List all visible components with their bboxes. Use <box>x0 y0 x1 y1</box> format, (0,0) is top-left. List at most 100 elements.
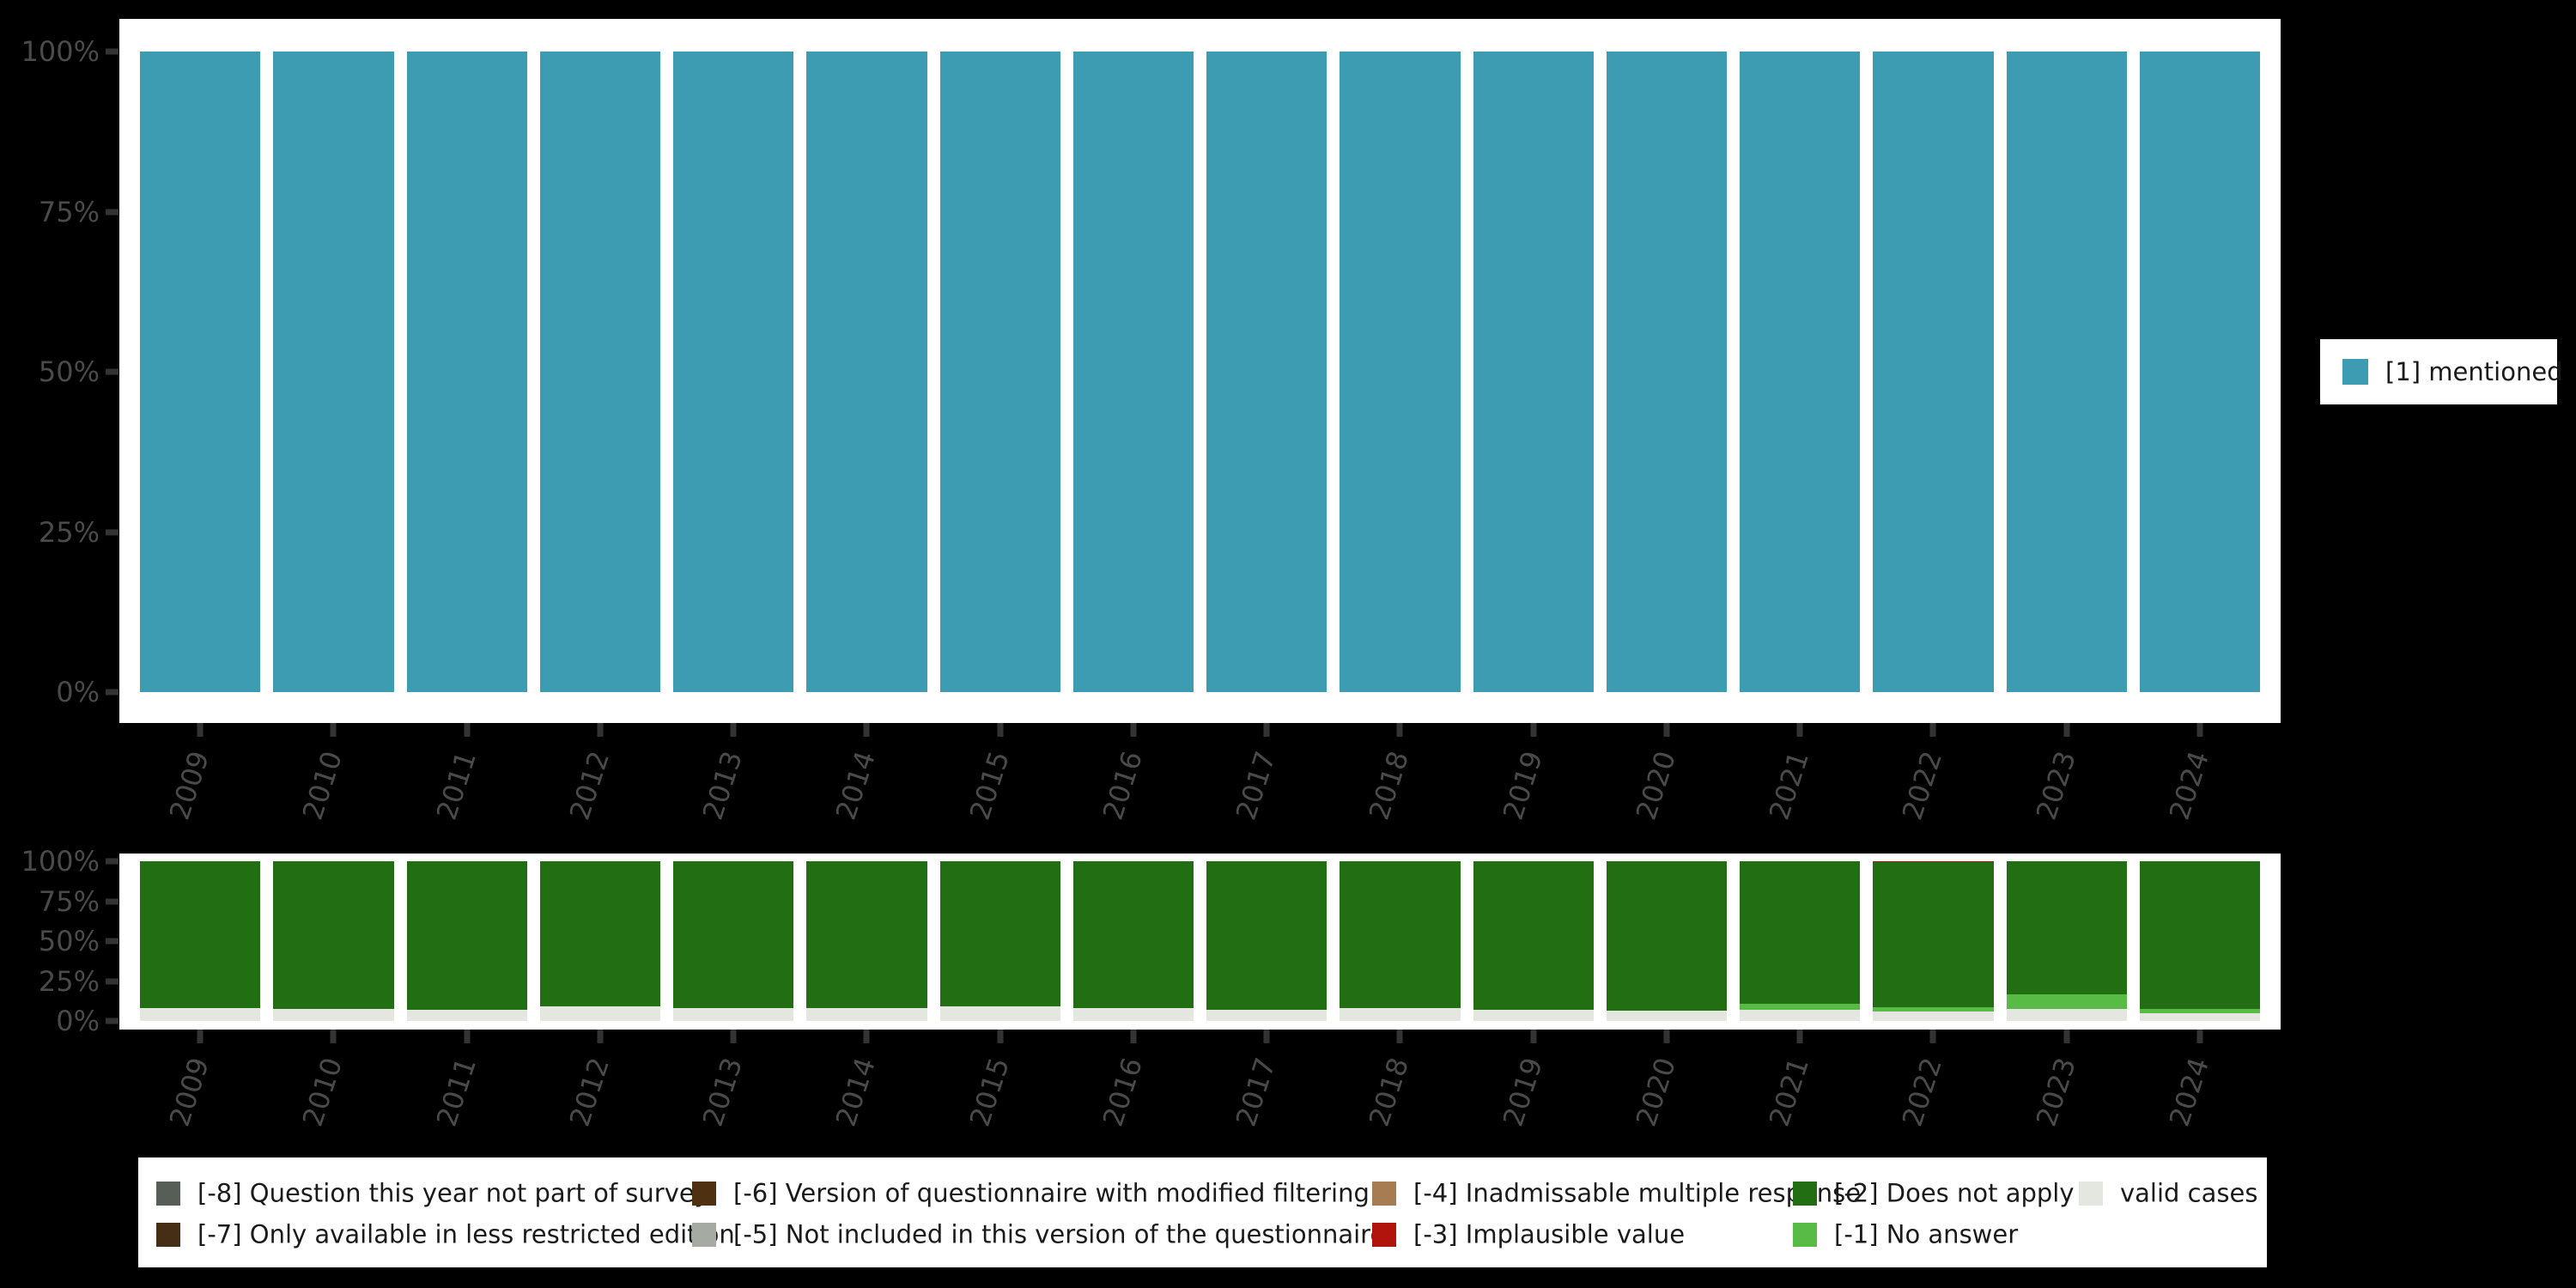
x-tick-label-2016: 2016 <box>1096 747 1149 824</box>
x-tick-mark <box>464 723 471 737</box>
bar-segment <box>806 1008 927 1021</box>
bar-segment <box>673 52 794 692</box>
bar-segment <box>1072 52 1194 692</box>
y-tick-mark <box>106 1018 118 1024</box>
bar-segment <box>273 52 394 692</box>
y-tick-mark <box>106 978 118 984</box>
x-tick-label-2024: 2024 <box>2162 1054 2215 1131</box>
x-tick-mark <box>730 1030 737 1043</box>
legend-swatch <box>1372 1223 1396 1247</box>
bar-2015 <box>939 52 1060 692</box>
x-tick-label-2012: 2012 <box>562 747 616 824</box>
y-tick-label: 25% <box>38 964 100 998</box>
x-tick-label-2017: 2017 <box>1229 747 1283 824</box>
y-tick-mark <box>106 858 118 865</box>
bar-segment <box>406 52 527 692</box>
bar-segment <box>673 861 794 1009</box>
x-tick-mark <box>2063 1030 2070 1043</box>
bar-2016 <box>1072 52 1194 692</box>
bar-2022 <box>1873 861 1994 1021</box>
bar-segment <box>1473 52 1594 692</box>
bar-2018 <box>1340 52 1461 692</box>
x-tick-label-2015: 2015 <box>963 747 1016 824</box>
x-tick-label-2018: 2018 <box>1363 1054 1416 1131</box>
x-tick-label-2023: 2023 <box>2029 747 2082 824</box>
x-tick-label-2011: 2011 <box>429 1054 483 1131</box>
x-tick-label-2010: 2010 <box>296 747 349 824</box>
x-tick-mark <box>197 723 204 737</box>
y-tick-label: 0% <box>56 1005 100 1037</box>
bar-segment <box>1072 861 1194 1009</box>
legend-swatch <box>156 1223 180 1247</box>
legend-label: [-3] Implausible value <box>1413 1219 1686 1249</box>
bar-2011 <box>406 861 527 1021</box>
bar-segment <box>1206 1009 1327 1021</box>
plot-area-bottom <box>119 861 2281 1021</box>
y-tick-mark <box>106 368 118 375</box>
bar-segment <box>2006 1009 2127 1021</box>
x-tick-label-2018: 2018 <box>1363 747 1416 824</box>
bar-segment <box>939 861 1060 1007</box>
y-tick-label: 25% <box>38 515 100 549</box>
y-tick-label: 75% <box>38 195 100 228</box>
bar-segment <box>140 861 261 1009</box>
legend-swatch <box>156 1182 180 1206</box>
legend-label: [-8] Question this year not part of surv… <box>197 1178 709 1208</box>
legend-label-mentioned: [1] mentioned <box>2385 357 2563 386</box>
bar-segment <box>2006 52 2127 692</box>
x-tick-label-2011: 2011 <box>429 747 483 824</box>
bar-2013 <box>673 52 794 692</box>
bar-segment <box>2139 1012 2260 1021</box>
bar-segment <box>1206 861 1327 1010</box>
x-tick-mark <box>997 723 1004 737</box>
x-tick-label-2013: 2013 <box>696 1054 750 1131</box>
x-tick-mark <box>1530 1030 1537 1043</box>
legend-swatch <box>1793 1182 1817 1206</box>
x-tick-label-2020: 2020 <box>1629 747 1682 824</box>
bar-2009 <box>140 861 261 1021</box>
bar-segment <box>1606 861 1727 1011</box>
bar-2020 <box>1606 861 1727 1021</box>
bar-2020 <box>1606 52 1727 692</box>
bar-2017 <box>1206 52 1327 692</box>
chart-panel-bottom: 0% 25% 50% 75% 100% 2009 2010 2011 2012 2013 2014… <box>21 848 2281 1130</box>
bar-segment <box>140 1008 261 1021</box>
bar-segment <box>806 861 927 1009</box>
x-tick-label-2023: 2023 <box>2029 1054 2082 1131</box>
bar-segment <box>2139 52 2260 692</box>
x-tick-mark <box>2196 1030 2203 1043</box>
x-tick-label-2010: 2010 <box>296 1054 349 1131</box>
bar-segment <box>1606 52 1727 692</box>
x-tick-mark <box>597 723 604 737</box>
legend-swatch <box>692 1182 716 1206</box>
chart-panel-top: 0% 25% 50% 75% 100% 2009 2010 2011 2012 2013 2014… <box>21 19 2281 823</box>
x-tick-label-2020: 2020 <box>1629 1054 1682 1131</box>
x-tick-label-2024: 2024 <box>2162 747 2215 824</box>
x-tick-label-2009: 2009 <box>162 1054 216 1131</box>
bar-2009 <box>140 52 261 692</box>
bar-2024 <box>2139 52 2260 692</box>
x-tick-label-2015: 2015 <box>963 1054 1016 1131</box>
bar-2010 <box>273 52 394 692</box>
y-tick-mark <box>106 938 118 945</box>
x-tick-mark <box>730 723 737 737</box>
bar-segment <box>1340 861 1461 1009</box>
bar-segment <box>1873 1011 1994 1021</box>
x-tick-mark <box>2196 723 2203 737</box>
bar-2011 <box>406 52 527 692</box>
bar-2019 <box>1473 52 1594 692</box>
bar-segment <box>1340 1008 1461 1021</box>
legend-label: [-7] Only available in less restricted e… <box>197 1219 735 1249</box>
bar-segment <box>1340 52 1461 692</box>
legend-swatch-mentioned <box>2342 359 2368 385</box>
x-tick-label-2016: 2016 <box>1096 1054 1149 1131</box>
legend-label: [-4] Inadmissable multiple response <box>1413 1178 1862 1208</box>
bar-segment <box>1740 52 1861 692</box>
legend-label: [-6] Version of questionnaire with modif… <box>733 1178 1370 1208</box>
bar-2024 <box>2139 861 2260 1021</box>
y-tick-label: 100% <box>21 35 100 68</box>
bar-segment <box>1473 861 1594 1010</box>
x-tick-mark <box>1929 723 1936 737</box>
x-tick-mark <box>597 1030 604 1043</box>
x-tick-mark <box>1396 723 1403 737</box>
